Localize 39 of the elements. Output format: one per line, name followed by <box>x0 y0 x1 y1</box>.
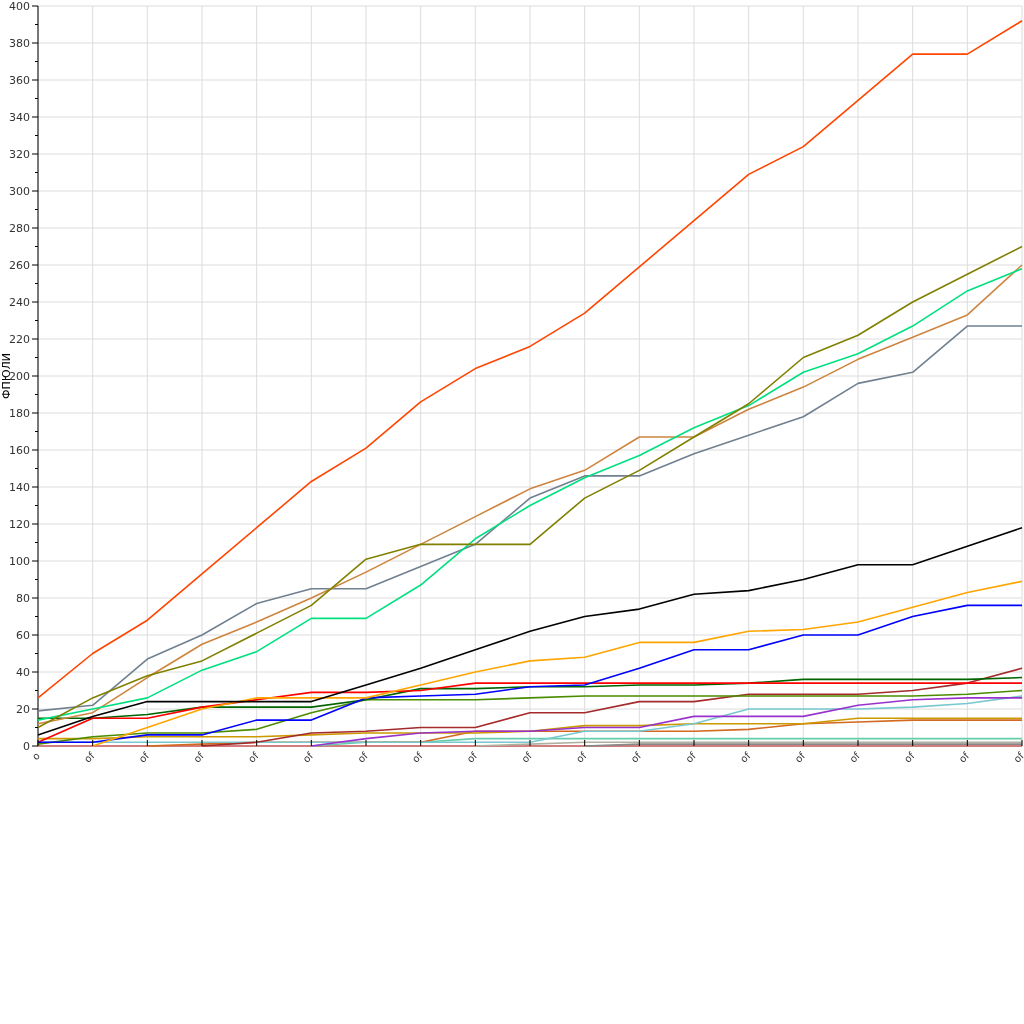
x-tick-label: оf <box>792 749 808 765</box>
x-tick-label: о <box>29 750 42 763</box>
y-tick-label: 320 <box>9 147 30 161</box>
x-tick-label: оf <box>847 749 863 765</box>
x-tick-label: оf <box>901 749 917 765</box>
y-tick-label: 240 <box>9 295 30 309</box>
y-tick-label: 60 <box>16 628 30 642</box>
x-tick-label: оf <box>245 749 261 765</box>
y-tick-label: 380 <box>9 36 30 50</box>
y-tick-label: 20 <box>16 702 30 716</box>
y-tick-label: 300 <box>9 184 30 198</box>
y-tick-label: 40 <box>16 665 30 679</box>
y-tick-label: 140 <box>9 480 30 494</box>
x-tick-label: оf <box>409 749 425 765</box>
y-tick-label: 220 <box>9 332 30 346</box>
x-tick-label: оf <box>191 749 207 765</box>
x-tick-label: оf <box>136 749 152 765</box>
x-tick-label: оf <box>519 749 535 765</box>
y-tick-label: 0 <box>23 739 30 753</box>
x-tick-label: оf <box>81 749 97 765</box>
y-tick-label: 180 <box>9 406 30 420</box>
y-tick-label: 360 <box>9 73 30 87</box>
x-tick-label: оf <box>956 749 972 765</box>
y-tick-label: 260 <box>9 258 30 272</box>
y-tick-label: 280 <box>9 221 30 235</box>
y-tick-label: 400 <box>9 0 30 13</box>
x-tick-label: оf <box>464 749 480 765</box>
x-tick-label: оf <box>1011 749 1024 765</box>
x-tick-label: оf <box>737 749 753 765</box>
x-tick-label: оf <box>628 749 644 765</box>
y-tick-label: 100 <box>9 554 30 568</box>
y-tick-label: 80 <box>16 591 30 605</box>
y-tick-label: 160 <box>9 443 30 457</box>
y-tick-label: 340 <box>9 110 30 124</box>
x-tick-label: оf <box>683 749 699 765</box>
x-tick-label: оf <box>355 749 371 765</box>
x-tick-label: оf <box>573 749 589 765</box>
y-tick-label: 120 <box>9 517 30 531</box>
x-tick-label: оf <box>300 749 316 765</box>
